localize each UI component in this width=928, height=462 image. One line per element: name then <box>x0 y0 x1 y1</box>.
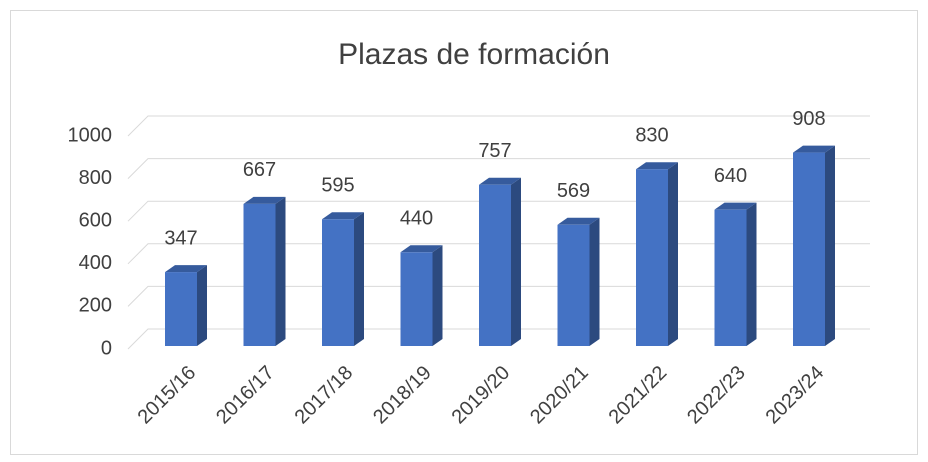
grid-line <box>127 158 870 179</box>
bar <box>714 209 747 346</box>
bar-top <box>793 145 835 153</box>
data-label: 667 <box>243 159 276 181</box>
bar-top <box>636 162 678 170</box>
bar-top <box>400 245 443 253</box>
y-tick-label: 1000 <box>68 124 113 146</box>
bar <box>243 203 276 346</box>
bar-side <box>668 162 678 346</box>
bar <box>479 184 511 346</box>
y-tick-label: 800 <box>79 167 112 189</box>
bar-top <box>243 196 286 204</box>
y-tick-label: 0 <box>101 337 112 359</box>
bar-side <box>197 265 207 346</box>
bar-side <box>825 145 835 346</box>
bar-side <box>746 202 757 346</box>
data-label: 640 <box>714 165 747 187</box>
data-label: 830 <box>635 124 668 146</box>
grid-line <box>127 328 870 350</box>
bar <box>400 252 433 346</box>
bar-top <box>557 217 600 225</box>
bar-side <box>354 212 364 346</box>
data-label: 569 <box>557 180 590 202</box>
grid-line <box>127 200 870 222</box>
grid-line <box>127 285 870 307</box>
bar <box>322 219 354 346</box>
bar-top <box>479 177 521 185</box>
bar-top <box>165 265 207 273</box>
data-label: 347 <box>164 227 197 249</box>
y-tick-label: 200 <box>79 295 112 317</box>
bar-side <box>275 196 286 346</box>
y-tick-label: 400 <box>79 252 112 274</box>
bar <box>793 152 825 346</box>
chart-border <box>10 10 918 455</box>
bar-side <box>432 245 443 346</box>
bar-top <box>714 202 757 210</box>
bar-side <box>511 177 521 346</box>
chart-title: Plazas de formación <box>338 38 610 71</box>
bar <box>636 169 668 346</box>
grid-line <box>127 243 870 265</box>
data-label: 440 <box>400 208 433 230</box>
data-label: 908 <box>792 108 825 130</box>
grid-line <box>127 115 870 137</box>
bar <box>165 272 197 346</box>
data-label: 757 <box>478 140 511 162</box>
bar <box>557 224 590 346</box>
bar-side <box>589 217 600 346</box>
y-tick-label: 600 <box>79 209 112 231</box>
data-label: 595 <box>321 175 354 197</box>
bar-top <box>322 212 364 220</box>
